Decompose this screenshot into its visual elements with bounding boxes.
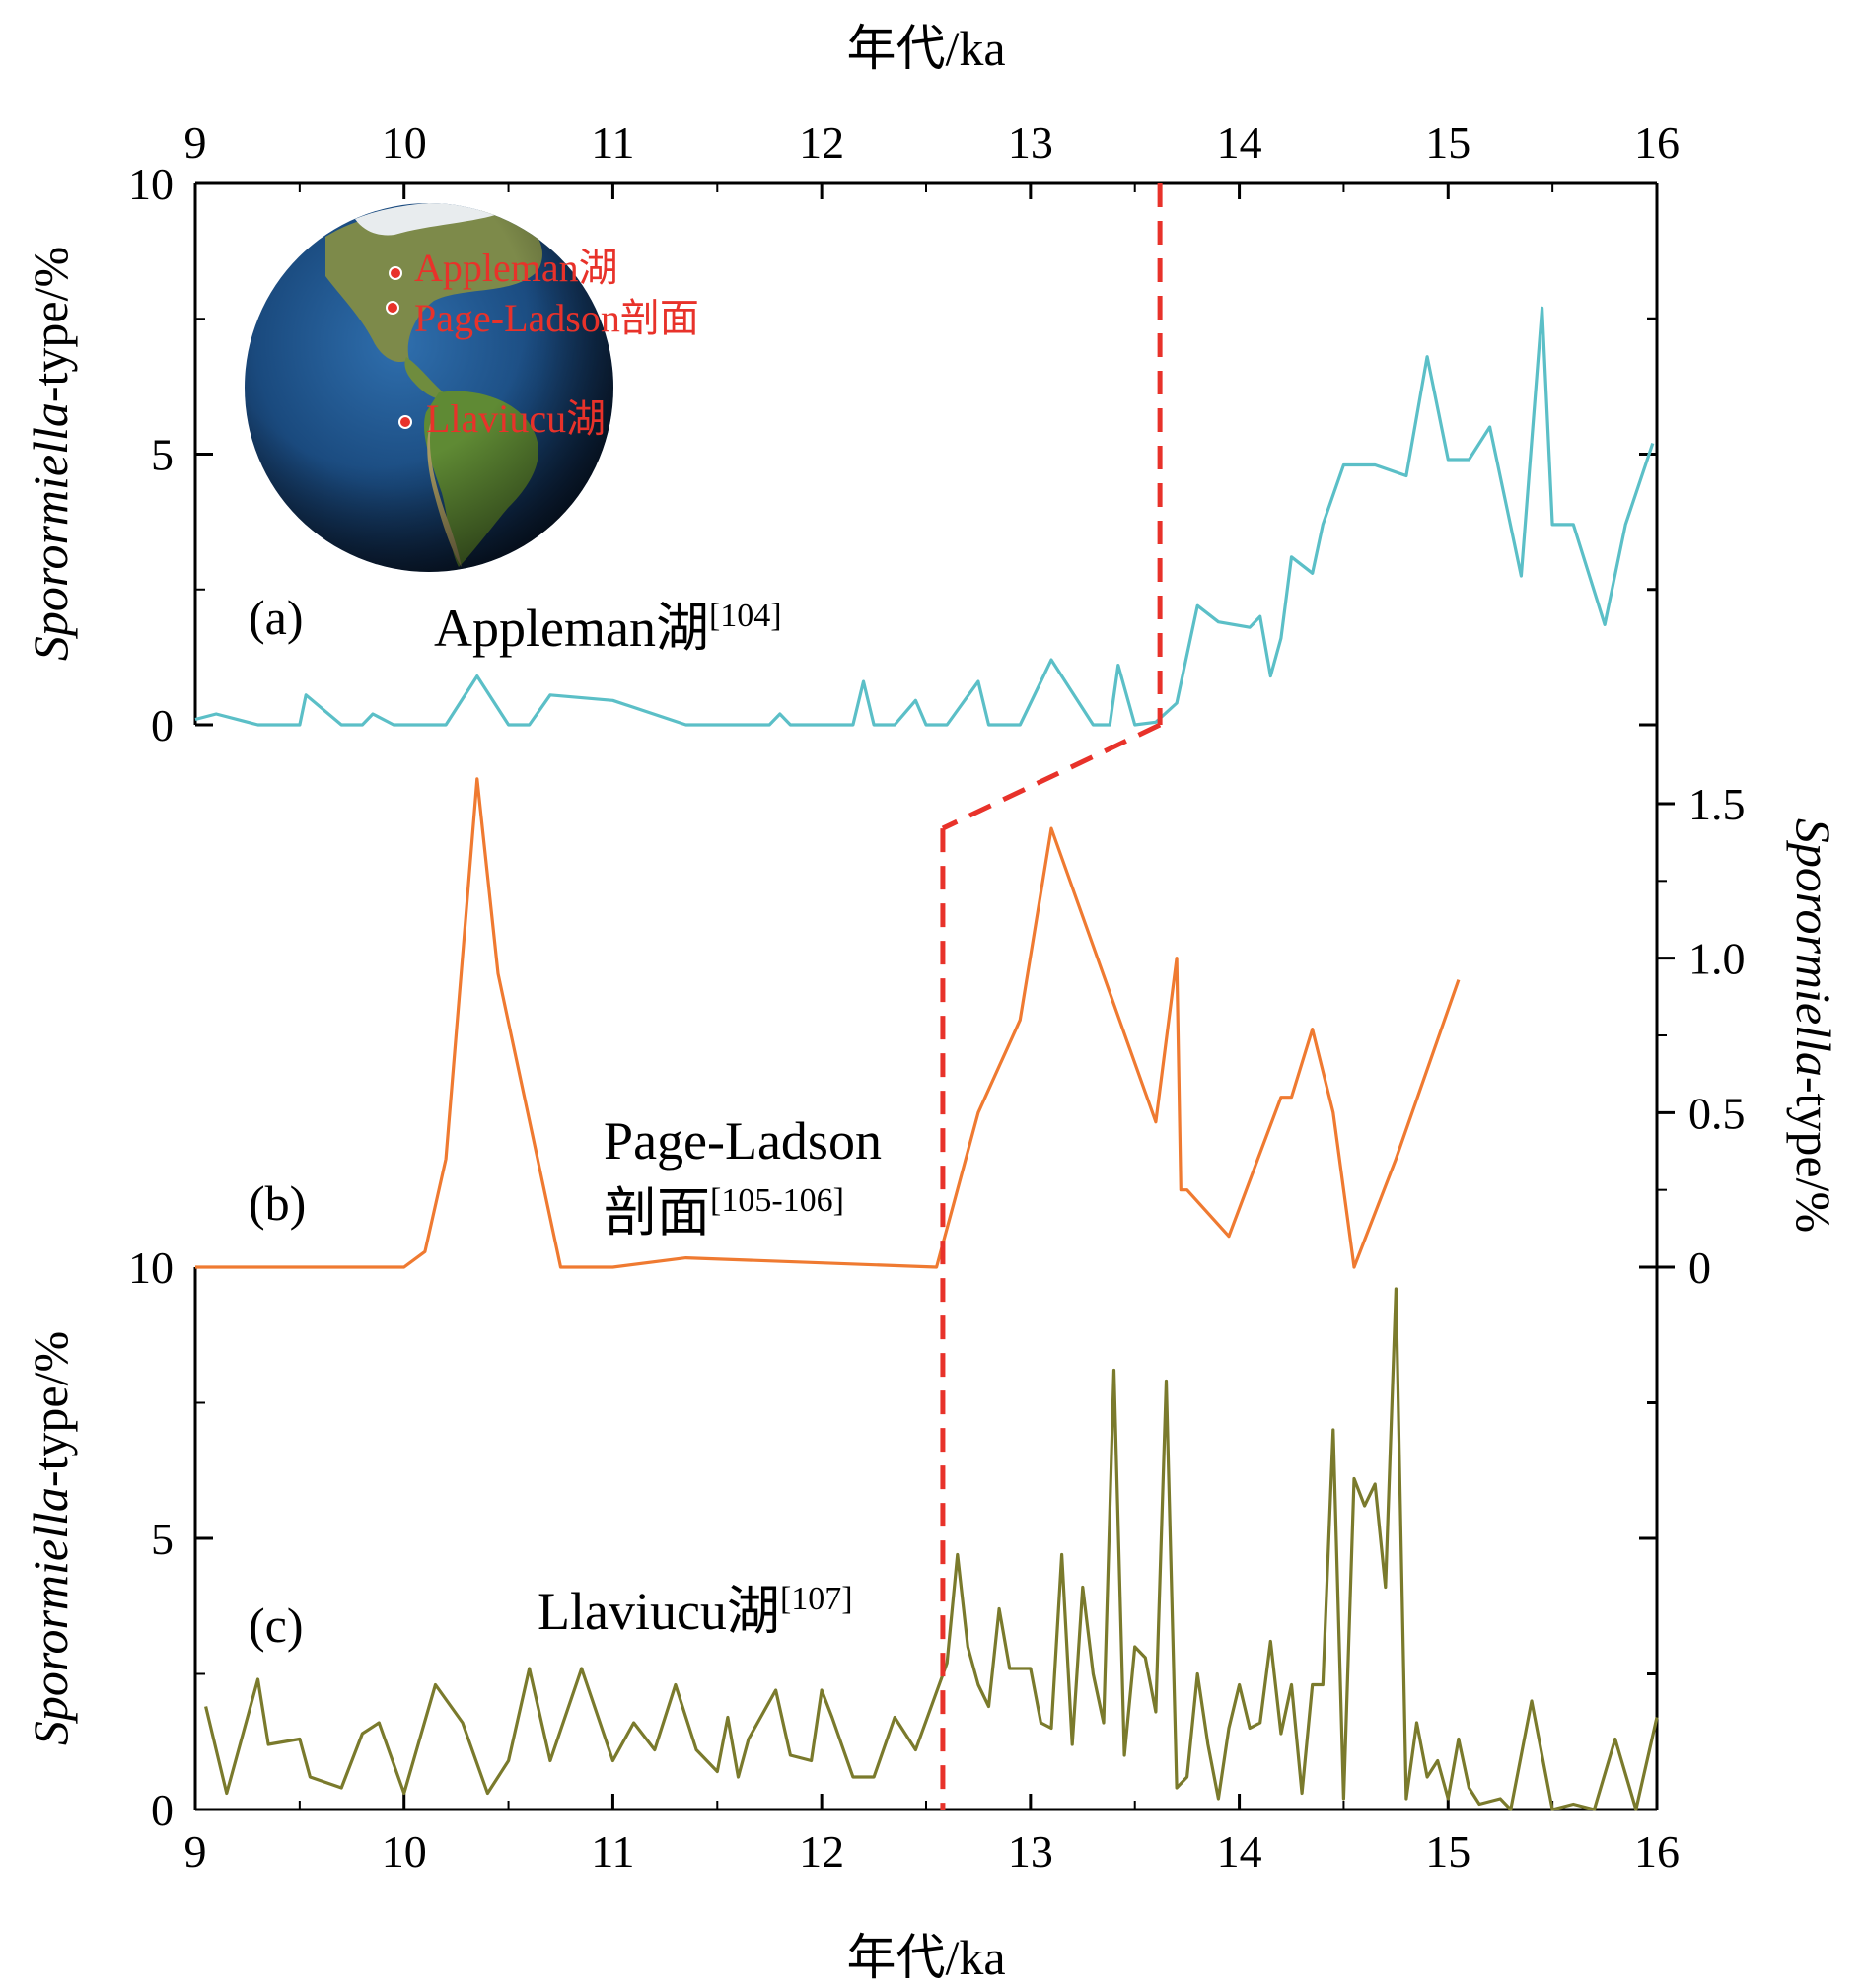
x-tick-label-top: 12 [799,117,844,168]
site-marker-appleman [389,266,402,280]
x-tick-label-bottom: 9 [184,1826,207,1877]
y-tick-label-a: 0 [151,700,174,750]
x-axis-title-bottom: 年代/ka [846,1930,1005,1985]
y-tick-label-b: 1.0 [1688,934,1746,984]
panel-label-c: (c) [249,1598,304,1653]
site-label-page-ladson: Page-Ladson剖面 [414,296,699,340]
x-tick-label-bottom: 10 [382,1826,427,1877]
y-tick-label-b: 0.5 [1688,1088,1746,1138]
y-tick-label-c: 5 [151,1514,174,1564]
y-tick-label-b: 0 [1688,1242,1711,1293]
tick-labels: 991010111112121313141415151616051005101.… [128,117,1746,1877]
x-tick-label-top: 15 [1425,117,1470,168]
site-marker-page-ladson [386,301,399,315]
x-tick-label-top: 16 [1634,117,1680,168]
y-axis-title-b: Sporormiella-type/% [1786,818,1841,1233]
series-label-b-line1: Page-Ladson [604,1111,882,1171]
x-tick-label-bottom: 11 [591,1826,634,1877]
site-label-llaviucu: Llaviucu湖 [426,396,606,441]
x-tick-label-bottom: 16 [1634,1826,1680,1877]
series-label-b-line2: 剖面[105-106] [604,1182,844,1242]
series-line-a [194,306,1655,727]
y-tick-label-a: 5 [151,430,174,480]
x-tick-label-top: 10 [382,117,427,168]
x-tick-label-top: 14 [1217,117,1262,168]
x-tick-label-top: 13 [1008,117,1053,168]
y-tick-label-c: 0 [151,1785,174,1835]
x-tick-label-bottom: 14 [1217,1826,1262,1877]
y-tick-label-c: 10 [128,1242,174,1293]
y-axis-title-a: Sporormiella-type/% [23,247,78,661]
x-tick-label-bottom: 15 [1425,1826,1470,1877]
boundary-lines [940,183,1163,1810]
panel-label-b: (b) [249,1175,306,1231]
x-tick-label-bottom: 12 [799,1826,844,1877]
y-tick-label-a: 10 [128,159,174,209]
site-marker-llaviucu [398,415,412,429]
x-tick-label-top: 9 [184,117,207,168]
series-label-c: Llaviucu湖[107] [538,1581,853,1641]
panel-label-a: (a) [249,590,304,645]
site-label-appleman: Appleman湖 [414,246,618,290]
y-tick-label-b: 1.5 [1688,779,1746,829]
series-line-b [195,777,1461,1269]
globe-shading [245,203,613,572]
tick-marks [193,181,1675,1811]
y-axis-title-c: Sporormiella-type/% [23,1331,78,1745]
series-label-a: Appleman湖[104] [434,598,782,658]
series-line-c [204,1287,1659,1811]
boundary-connector [941,722,1162,831]
x-tick-label-bottom: 13 [1008,1826,1053,1877]
series-group [194,306,1659,1811]
globe-inset: Appleman湖 Page-Ladson剖面 Llaviucu湖 [245,203,699,572]
x-axis-title-top: 年代/ka [846,21,1005,76]
x-tick-label-top: 11 [591,117,634,168]
